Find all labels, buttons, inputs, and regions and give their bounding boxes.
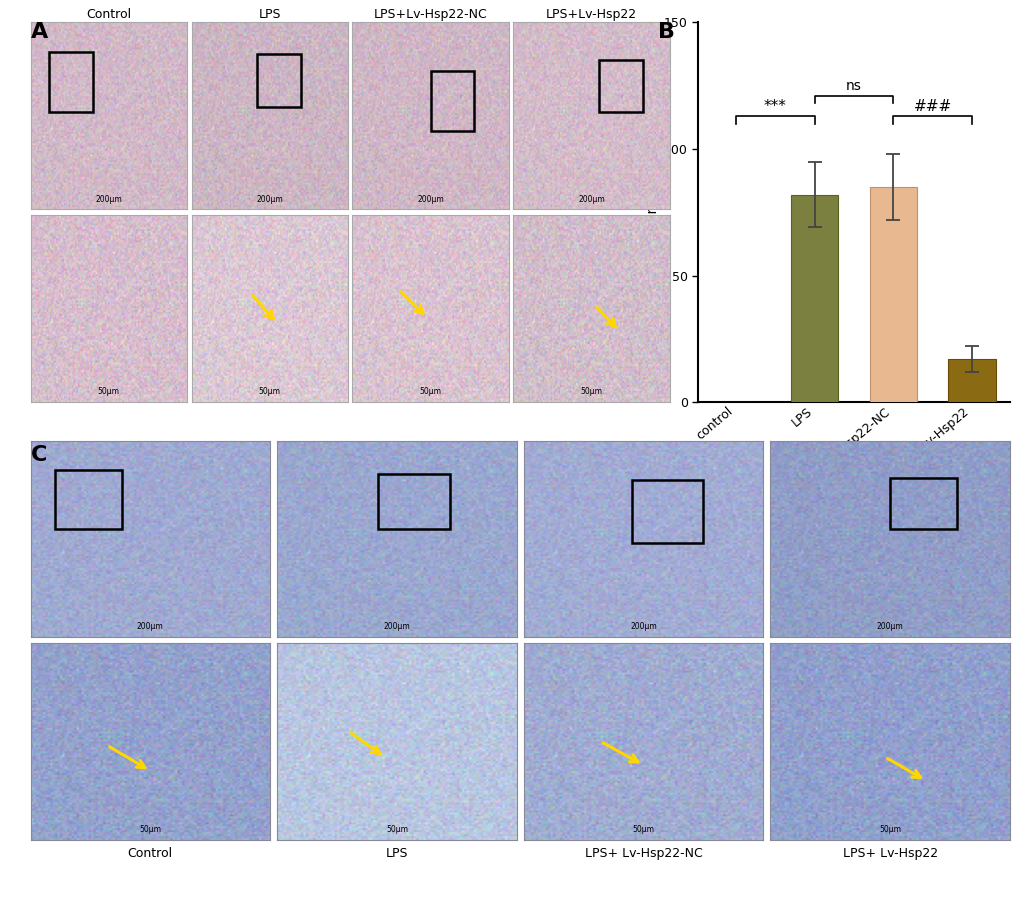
Bar (430, 71, 474, 131)
Bar (631, 480, 703, 543)
Text: 50μm: 50μm (419, 387, 441, 397)
Bar (54, 471, 121, 529)
X-axis label: LPS+ Lv-Hsp22: LPS+ Lv-Hsp22 (842, 847, 936, 859)
Text: C: C (31, 445, 47, 464)
Bar (790, 195, 838, 402)
Text: 200μm: 200μm (630, 622, 656, 631)
Text: 200μm: 200μm (578, 195, 604, 204)
Bar (257, 54, 301, 107)
Text: 200μm: 200μm (876, 622, 903, 631)
Text: 50μm: 50μm (878, 824, 900, 833)
Bar (377, 474, 449, 529)
Title: LPS+Lv-Hsp22: LPS+Lv-Hsp22 (545, 8, 637, 22)
Text: 200μm: 200μm (417, 195, 443, 204)
Text: 50μm: 50μm (632, 824, 654, 833)
Bar (890, 479, 956, 529)
X-axis label: LPS+ Lv-Hsp22-NC: LPS+ Lv-Hsp22-NC (584, 847, 702, 859)
Text: 50μm: 50μm (580, 387, 602, 397)
Text: 200μm: 200μm (256, 195, 282, 204)
Text: 50μm: 50μm (140, 824, 161, 833)
Text: B: B (657, 22, 675, 42)
Text: ns: ns (845, 79, 861, 93)
Title: LPS: LPS (258, 8, 280, 22)
Text: ###: ### (913, 99, 951, 113)
Text: A: A (31, 22, 48, 42)
Bar (599, 60, 642, 112)
Title: Control: Control (86, 8, 131, 22)
X-axis label: Control: Control (127, 847, 172, 859)
Text: 50μm: 50μm (385, 824, 408, 833)
Text: 50μm: 50μm (98, 387, 119, 397)
Bar (869, 187, 916, 402)
Text: 50μm: 50μm (259, 387, 280, 397)
Title: LPS+Lv-Hsp22-NC: LPS+Lv-Hsp22-NC (373, 8, 487, 22)
Bar (49, 52, 93, 112)
Text: 200μm: 200μm (95, 195, 122, 204)
Y-axis label: Neuron degeneration rate: Neuron degeneration rate (645, 122, 659, 303)
Text: 200μm: 200μm (383, 622, 410, 631)
Bar (948, 359, 995, 402)
X-axis label: LPS: LPS (385, 847, 408, 859)
Text: ***: *** (763, 99, 786, 113)
Text: 200μm: 200μm (137, 622, 163, 631)
